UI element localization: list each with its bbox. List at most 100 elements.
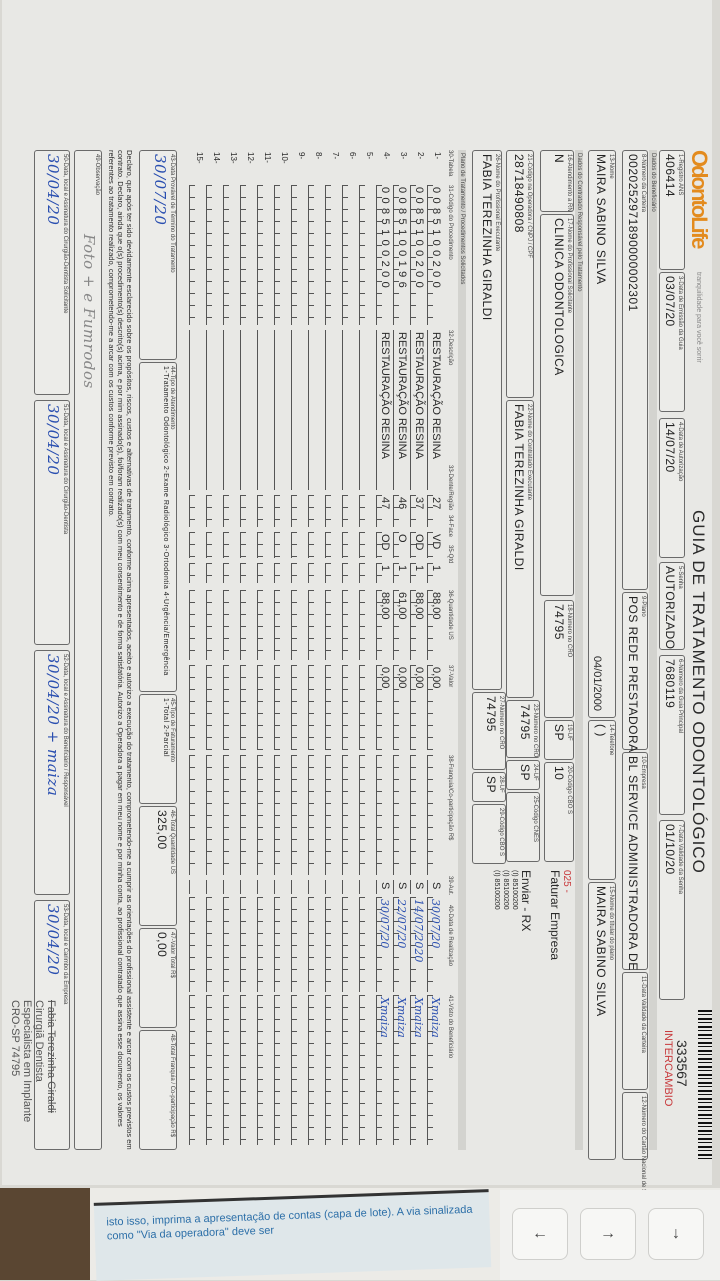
registro-ans-field[interactable]: 1-Registro ANS 406414 <box>659 150 685 270</box>
cell-us[interactable]: 88,00 <box>427 590 442 660</box>
cell-desc[interactable] <box>189 330 204 490</box>
cell-aut[interactable] <box>342 880 357 894</box>
cell-franchise[interactable] <box>240 755 255 875</box>
dentist-signature-field[interactable]: 51-Data, local e Assinatura do Cirurgião… <box>34 400 70 645</box>
rn-attendance-field[interactable]: 16-Atendimento a RN N <box>540 150 574 212</box>
cell-aut[interactable] <box>189 880 204 894</box>
cell-aut[interactable] <box>206 880 221 894</box>
cell-value[interactable] <box>359 665 374 750</box>
phone-field[interactable]: 14-Telefone( ) <box>588 720 616 880</box>
cell-franchise[interactable] <box>427 755 442 875</box>
executing-professional-field[interactable]: 26-Nome do Profissional Executante FABIA … <box>472 150 502 690</box>
cell-code[interactable] <box>325 185 340 325</box>
cell-franchise[interactable] <box>274 755 289 875</box>
cell-qty[interactable] <box>308 563 323 583</box>
card-number-field[interactable]: 8-Número da Carteira 00202529718900000023… <box>622 150 648 590</box>
cell-desc[interactable]: RESTAURAÇÃO RESINA <box>376 330 391 490</box>
cell-us[interactable]: 88,00 <box>410 590 425 660</box>
cell-desc[interactable] <box>342 330 357 490</box>
executor-uf-field[interactable]: 24-UF SP <box>506 760 540 790</box>
cell-aut[interactable]: S <box>427 880 442 894</box>
cell-face[interactable] <box>189 532 204 558</box>
cell-code[interactable] <box>223 185 238 325</box>
cell-face[interactable]: OD <box>410 532 425 558</box>
cell-aut[interactable] <box>325 880 340 894</box>
cell-sign[interactable] <box>308 995 323 1145</box>
cell-value[interactable] <box>342 665 357 750</box>
cell-qty[interactable]: 1 <box>376 563 391 583</box>
cell-code[interactable]: 0085100200 <box>410 185 425 325</box>
cell-value[interactable] <box>206 665 221 750</box>
cell-desc[interactable]: RESTAURAÇÃO RESINA <box>427 330 442 490</box>
cell-franchise[interactable] <box>410 755 425 875</box>
cell-aut[interactable]: S <box>410 880 425 894</box>
cell-sign[interactable] <box>291 995 306 1145</box>
cell-tooth[interactable] <box>291 495 306 527</box>
requesting-dentist-signature-field[interactable]: 50-Data, local e Assinatura do Cirurgião… <box>34 150 70 395</box>
cell-qty[interactable] <box>359 563 374 583</box>
cell-sign[interactable]: Xmaiza <box>376 995 391 1145</box>
cell-aut[interactable] <box>240 880 255 894</box>
cell-us[interactable] <box>359 590 374 660</box>
cell-desc[interactable] <box>257 330 272 490</box>
cell-us[interactable] <box>257 590 272 660</box>
cell-qty[interactable] <box>189 563 204 583</box>
cell-code[interactable] <box>359 185 374 325</box>
cell-sign[interactable] <box>342 995 357 1145</box>
cell-us[interactable] <box>240 590 255 660</box>
cell-code[interactable] <box>257 185 272 325</box>
cell-date[interactable] <box>325 897 340 992</box>
cell-date[interactable]: 30/07/20 <box>376 897 391 992</box>
cell-value[interactable]: 0,00 <box>427 665 442 750</box>
cell-date[interactable] <box>291 897 306 992</box>
executing-uf-field[interactable]: 28-UF SP <box>472 772 506 802</box>
cell-qty[interactable] <box>223 563 238 583</box>
cell-code[interactable] <box>342 185 357 325</box>
cell-tooth[interactable] <box>342 495 357 527</box>
authorization-date-field[interactable]: 4-Data de Autorização 14/07/20 <box>659 418 685 558</box>
cell-tooth[interactable] <box>206 495 221 527</box>
national-health-card-field[interactable]: 12-Número do Cartão Nacional de Saúde <box>622 1092 648 1206</box>
cell-face[interactable]: VD <box>427 532 442 558</box>
cell-qty[interactable]: 1 <box>410 563 425 583</box>
cell-us[interactable]: 88,00 <box>376 590 391 660</box>
cell-value[interactable] <box>223 665 238 750</box>
cell-code[interactable]: 0085100196 <box>393 185 408 325</box>
cell-us[interactable] <box>308 590 323 660</box>
contracted-executor-field[interactable]: 22-Nome do Contratado Executante FABIA TE… <box>506 400 534 698</box>
cell-date[interactable] <box>342 897 357 992</box>
cell-sign[interactable] <box>223 995 238 1145</box>
cell-aut[interactable]: S <box>376 880 391 894</box>
cell-qty[interactable] <box>274 563 289 583</box>
issue-date-field[interactable]: 3-Data de Emissão da Guia 03/07/20 <box>659 272 685 412</box>
cell-value[interactable] <box>274 665 289 750</box>
requesting-uf-field[interactable]: 19-UF SP <box>544 720 574 760</box>
cell-us[interactable] <box>206 590 221 660</box>
cell-franchise[interactable] <box>393 755 408 875</box>
cell-aut[interactable] <box>291 880 306 894</box>
cell-us[interactable] <box>223 590 238 660</box>
cell-value[interactable] <box>325 665 340 750</box>
password-field[interactable]: 5-Senha AUTORIZADO <box>659 562 685 650</box>
cell-sign[interactable]: Xmaiza <box>410 995 425 1145</box>
cell-aut[interactable] <box>308 880 323 894</box>
cell-sign[interactable] <box>189 995 204 1145</box>
cell-code[interactable]: 0085100200 <box>427 185 442 325</box>
cell-franchise[interactable] <box>223 755 238 875</box>
cell-tooth[interactable] <box>257 495 272 527</box>
holder-name-field[interactable]: 15-Nome do titular do plano MAIRA SABINO … <box>588 882 616 1160</box>
cell-date[interactable] <box>223 897 238 992</box>
cell-aut[interactable] <box>223 880 238 894</box>
cell-franchise[interactable] <box>342 755 357 875</box>
cell-date[interactable] <box>206 897 221 992</box>
cell-sign[interactable]: Xmaiza <box>393 995 408 1145</box>
requesting-cro-field[interactable]: 18-Número no CRO 74795 <box>544 600 574 718</box>
cell-date[interactable] <box>308 897 323 992</box>
cell-date[interactable] <box>189 897 204 992</box>
cell-qty[interactable] <box>257 563 272 583</box>
cell-aut[interactable] <box>257 880 272 894</box>
cell-face[interactable] <box>223 532 238 558</box>
cell-qty[interactable] <box>325 563 340 583</box>
cell-tooth[interactable]: 27 <box>427 495 442 527</box>
end-date-field[interactable]: 43-Data Provável de Término do Tratament… <box>139 150 177 360</box>
